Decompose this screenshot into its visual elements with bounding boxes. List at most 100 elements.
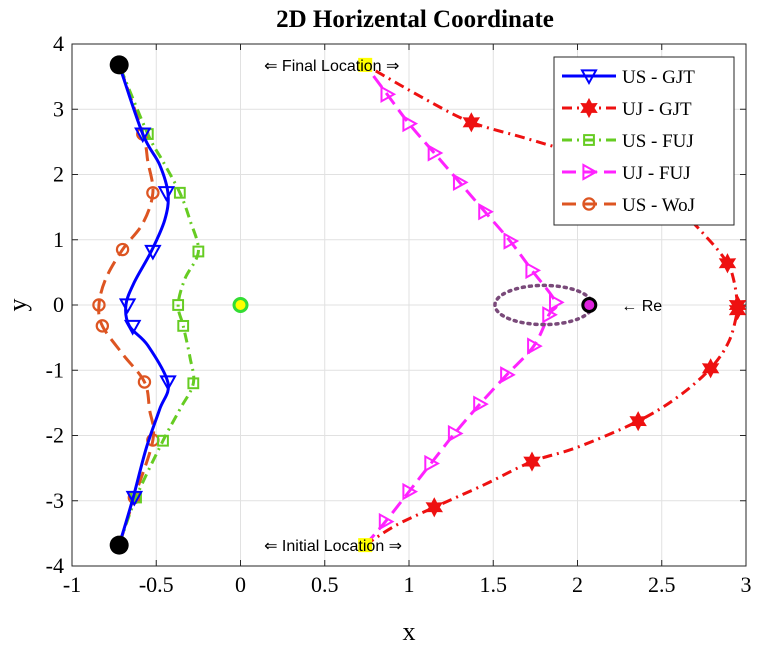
data-point bbox=[172, 299, 185, 311]
x-tick-label: -0.5 bbox=[139, 572, 174, 597]
x-axis-label: x bbox=[403, 617, 416, 646]
data-point bbox=[115, 242, 130, 257]
data-point bbox=[159, 375, 177, 392]
x-tick-label: -1 bbox=[63, 572, 81, 597]
data-point bbox=[503, 232, 520, 250]
legend: US - GJT UJ - GJT US - FUJ UJ - FUJ US - WoJ bbox=[553, 56, 735, 226]
x-tick-label: 1.5 bbox=[480, 572, 508, 597]
data-point bbox=[548, 293, 565, 312]
uj-endpoint-marker bbox=[358, 538, 373, 553]
legend-marker bbox=[583, 134, 595, 146]
data-point bbox=[157, 434, 169, 447]
legend-entry: US - WoJ bbox=[562, 195, 695, 216]
y-tick-label: 4 bbox=[53, 31, 64, 56]
data-point bbox=[92, 298, 106, 312]
series-layer bbox=[92, 63, 747, 547]
series-line-us-fuj bbox=[117, 64, 200, 546]
data-point bbox=[146, 186, 160, 200]
data-point bbox=[118, 298, 137, 315]
data-point bbox=[728, 294, 747, 316]
series-uj-fuj bbox=[363, 63, 565, 547]
data-point bbox=[177, 319, 190, 332]
data-point bbox=[629, 411, 647, 432]
data-point bbox=[425, 497, 444, 518]
series-line-us-woj bbox=[97, 64, 156, 546]
special-points bbox=[109, 55, 598, 555]
data-point bbox=[525, 261, 542, 280]
chart-title: 2D Horizental Coordinate bbox=[276, 6, 554, 33]
endpoint-marker bbox=[109, 55, 129, 75]
data-point bbox=[701, 358, 720, 379]
x-tick-label: 1 bbox=[404, 572, 415, 597]
annotation-label: ← Re bbox=[621, 298, 662, 315]
data-point bbox=[452, 173, 469, 192]
data-point bbox=[447, 424, 464, 443]
y-tick-label: -4 bbox=[46, 553, 64, 578]
data-point bbox=[718, 253, 737, 274]
legend-label: UJ - GJT bbox=[622, 99, 692, 120]
annotation-label: ⇐ Final Location ⇒ bbox=[264, 58, 399, 75]
data-point bbox=[542, 306, 558, 324]
x-tick-label: 2 bbox=[572, 572, 583, 597]
y-tick-label: 3 bbox=[53, 96, 64, 121]
x-tick-label: 0.5 bbox=[311, 572, 339, 597]
annotations: ⇐ Final Location ⇒ ⇐ Initial Location ⇒ ← … bbox=[264, 58, 662, 555]
re-marker bbox=[581, 297, 598, 313]
data-point bbox=[157, 186, 176, 202]
legend-marker bbox=[582, 197, 596, 211]
legend-marker bbox=[580, 97, 598, 119]
legend-entry: UJ - GJT bbox=[562, 97, 692, 120]
data-point bbox=[123, 319, 142, 336]
data-point bbox=[173, 186, 186, 199]
legend-entry: US - FUJ bbox=[562, 131, 694, 152]
data-point bbox=[402, 114, 419, 133]
origin-marker bbox=[232, 297, 249, 313]
series-line-us-gjt bbox=[117, 64, 170, 546]
legend-entry: UJ - FUJ bbox=[562, 163, 691, 184]
data-point bbox=[473, 395, 489, 413]
y-tick-label: 0 bbox=[53, 292, 64, 317]
x-tick-label: 3 bbox=[741, 572, 752, 597]
data-point bbox=[478, 202, 494, 221]
axis-ticks: -1 -0.5 0 0.5 1 1.5 2 2.5 3 -4 -3 -2 -1 0 1 2 3 4 bbox=[46, 31, 752, 597]
y-tick-label: 1 bbox=[53, 227, 64, 252]
data-point bbox=[134, 127, 152, 144]
legend-label: US - FUJ bbox=[622, 131, 694, 152]
legend-label: US - WoJ bbox=[622, 195, 695, 216]
data-point bbox=[462, 112, 481, 133]
x-tick-label: 2.5 bbox=[648, 572, 676, 597]
legend-label: US - GJT bbox=[622, 67, 695, 88]
data-point bbox=[500, 366, 516, 384]
y-tick-label: -1 bbox=[46, 357, 64, 382]
data-point bbox=[523, 451, 541, 472]
legend-marker bbox=[580, 69, 598, 86]
annotation-label: ⇐ Initial Location ⇒ bbox=[264, 538, 402, 555]
data-point bbox=[380, 85, 397, 103]
legend-label: UJ - FUJ bbox=[622, 163, 691, 184]
data-point bbox=[95, 319, 110, 333]
data-point bbox=[402, 482, 419, 501]
data-point bbox=[527, 337, 543, 355]
y-tick-label: -2 bbox=[46, 423, 64, 448]
data-point bbox=[144, 244, 162, 261]
series-line-uj-fuj bbox=[363, 63, 558, 547]
y-axis-label: y bbox=[3, 299, 32, 312]
data-point bbox=[125, 490, 144, 507]
y-tick-label: 2 bbox=[53, 162, 64, 187]
data-point bbox=[424, 454, 440, 473]
endpoint-marker bbox=[109, 535, 129, 555]
series-line-uj-gjt bbox=[364, 63, 740, 547]
data-point bbox=[427, 144, 444, 162]
uj-endpoint-marker bbox=[358, 57, 373, 72]
legend-marker bbox=[582, 163, 599, 181]
data-point bbox=[187, 377, 200, 390]
data-point bbox=[192, 245, 205, 258]
x-tick-label: 0 bbox=[235, 572, 246, 597]
data-point bbox=[378, 512, 395, 531]
series-uj-gjt bbox=[364, 63, 747, 547]
y-tick-label: -3 bbox=[46, 488, 64, 513]
legend-entry: US - GJT bbox=[562, 67, 695, 88]
series-us-gjt bbox=[117, 64, 177, 546]
data-point bbox=[137, 375, 152, 389]
